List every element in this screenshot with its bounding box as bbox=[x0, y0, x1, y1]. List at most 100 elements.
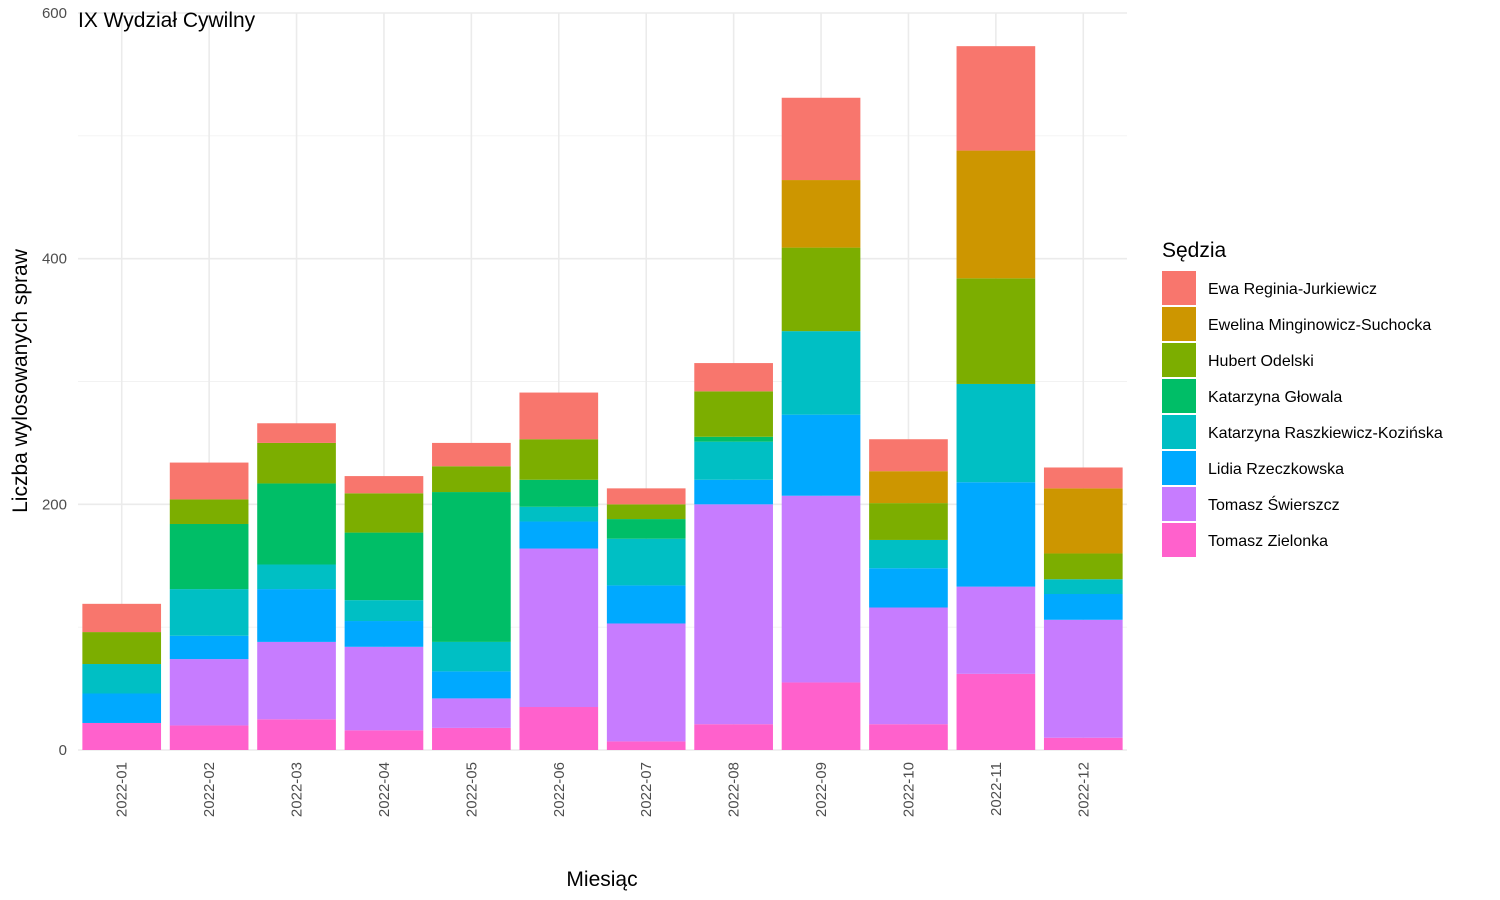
x-tick-label: 2022-08 bbox=[726, 762, 743, 817]
bar-segment bbox=[169, 523, 249, 590]
bar-segment bbox=[781, 331, 861, 415]
legend-label: Ewelina Minginowicz-Suchocka bbox=[1208, 317, 1431, 334]
bar-segment bbox=[781, 247, 861, 332]
bar-segment bbox=[694, 391, 773, 437]
bar-segment bbox=[956, 673, 1036, 750]
bar-segment bbox=[869, 503, 948, 540]
bar-segment bbox=[606, 519, 686, 539]
bar-segment bbox=[694, 441, 773, 480]
bar-segment bbox=[432, 727, 511, 750]
bar-segment bbox=[606, 741, 686, 750]
bar-segment bbox=[869, 607, 948, 725]
bar-segment bbox=[519, 479, 599, 507]
bar-segment bbox=[1043, 553, 1123, 580]
legend-label: Tomasz Świerszcz bbox=[1208, 495, 1340, 514]
bar-segment bbox=[257, 589, 336, 642]
bar-segment bbox=[606, 488, 686, 505]
bar-segment bbox=[344, 532, 424, 601]
bar-segment bbox=[82, 632, 162, 665]
bar-segment bbox=[169, 499, 249, 524]
bar-segment bbox=[82, 664, 162, 694]
bar-segment bbox=[169, 462, 249, 500]
bar-segment bbox=[606, 585, 686, 624]
x-tick-label: 2022-05 bbox=[463, 762, 480, 817]
bar-segment bbox=[344, 730, 424, 750]
bar-segment bbox=[82, 722, 162, 750]
chart-title: IX Wydział Cywilny bbox=[78, 9, 256, 32]
bar-segment bbox=[869, 724, 948, 750]
legend-swatch bbox=[1162, 523, 1196, 557]
bar-segment bbox=[432, 466, 511, 493]
bar-segment bbox=[869, 471, 948, 504]
bar-segment bbox=[781, 97, 861, 181]
bar-segment bbox=[519, 392, 599, 440]
bar-segment bbox=[1043, 619, 1123, 738]
y-tick-label: 400 bbox=[42, 251, 67, 268]
bar-segment bbox=[257, 719, 336, 750]
bar-segment bbox=[519, 506, 599, 522]
bar-segment bbox=[781, 682, 861, 750]
bar-segment bbox=[694, 363, 773, 392]
bar-segment bbox=[606, 504, 686, 520]
legend-swatch bbox=[1162, 343, 1196, 377]
x-tick-label: 2022-11 bbox=[988, 762, 1005, 816]
x-tick-label: 2022-04 bbox=[376, 762, 393, 817]
x-tick-label: 2022-01 bbox=[114, 762, 131, 817]
x-axis-ticks: 2022-01 2022-02 2022-03 2022-04 2022-05 2022-… bbox=[114, 762, 1093, 817]
bar-segment bbox=[606, 623, 686, 742]
y-tick-label: 600 bbox=[42, 5, 67, 22]
legend-label: Lidia Rzeczkowska bbox=[1208, 461, 1344, 478]
bar-segment bbox=[869, 539, 948, 569]
bar-segment bbox=[82, 603, 162, 633]
bar-segment bbox=[1043, 467, 1123, 489]
bar-segment bbox=[869, 568, 948, 608]
bar-segment bbox=[257, 483, 336, 565]
bar-segment bbox=[869, 439, 948, 472]
bar-segment bbox=[956, 278, 1036, 384]
bar-segment bbox=[169, 659, 249, 726]
bar-segment bbox=[257, 423, 336, 443]
bar-segment bbox=[432, 641, 511, 672]
legend-title: Sędzia bbox=[1162, 239, 1227, 262]
bar-segment bbox=[432, 442, 511, 467]
y-tick-label: 200 bbox=[42, 496, 67, 513]
bar-segment bbox=[781, 414, 861, 496]
bar-segment bbox=[344, 476, 424, 494]
x-tick-label: 2022-12 bbox=[1075, 762, 1092, 817]
bar-segment bbox=[956, 482, 1036, 587]
x-tick-label: 2022-06 bbox=[551, 762, 568, 817]
bar-segment bbox=[781, 180, 861, 248]
y-tick-label: 0 bbox=[59, 742, 67, 759]
legend-label: Katarzyna Raszkiewicz-Kozińska bbox=[1208, 425, 1443, 442]
bar-segment bbox=[169, 725, 249, 750]
y-axis-title: Liczba wylosowanych spraw bbox=[9, 248, 32, 513]
bar-segment bbox=[257, 564, 336, 590]
bar-segment bbox=[432, 671, 511, 699]
bar-segment bbox=[1043, 737, 1123, 750]
legend-swatch bbox=[1162, 271, 1196, 305]
x-axis-title: Miesiąc bbox=[566, 868, 637, 891]
bar-segment bbox=[1043, 488, 1123, 554]
x-tick-label: 2022-09 bbox=[813, 762, 830, 817]
bar-segment bbox=[606, 538, 686, 586]
bar-segment bbox=[169, 635, 249, 660]
bar-segment bbox=[344, 493, 424, 533]
legend-swatch bbox=[1162, 487, 1196, 521]
bar-segment bbox=[956, 46, 1036, 151]
bar-segment bbox=[432, 492, 511, 642]
bar-segment bbox=[1043, 579, 1123, 595]
x-tick-label: 2022-03 bbox=[289, 762, 306, 817]
bar-segment bbox=[519, 548, 599, 708]
bar-segment bbox=[344, 621, 424, 647]
bar-segment bbox=[956, 586, 1036, 674]
legend-label: Katarzyna Głowala bbox=[1208, 389, 1342, 406]
bar-segment bbox=[956, 383, 1036, 483]
bar-segment bbox=[344, 600, 424, 622]
bar-segment bbox=[169, 589, 249, 636]
legend-label: Tomasz Zielonka bbox=[1208, 533, 1328, 550]
x-tick-label: 2022-10 bbox=[900, 762, 917, 817]
bar-segment bbox=[1043, 594, 1123, 620]
bar-segment bbox=[519, 707, 599, 750]
x-tick-label: 2022-02 bbox=[201, 762, 218, 817]
